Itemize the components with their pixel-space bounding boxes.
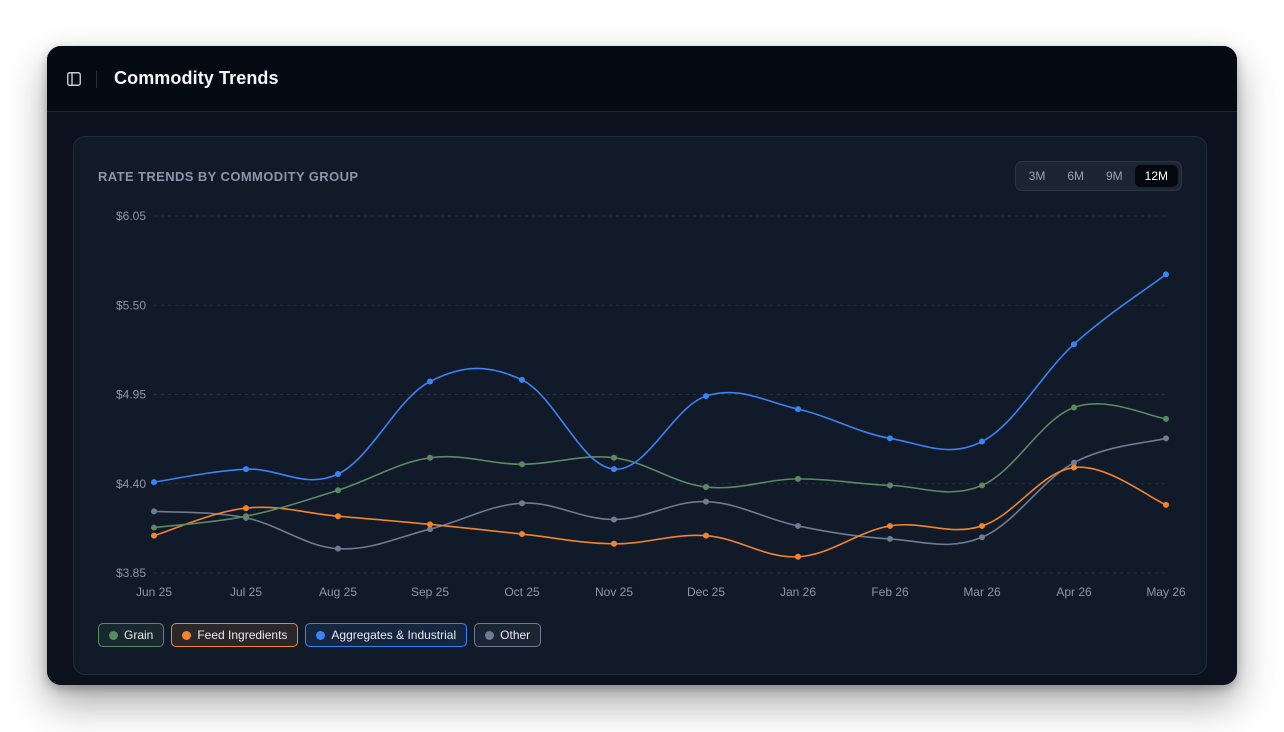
x-tick-label: Dec 25 xyxy=(687,585,725,599)
data-point-other xyxy=(335,545,341,552)
y-tick-label: $4.40 xyxy=(116,477,146,491)
legend-dot xyxy=(316,630,326,640)
x-tick-label: Jul 25 xyxy=(230,585,262,599)
data-point-feed-ingredients xyxy=(243,505,249,512)
data-point-aggregates-industrial xyxy=(151,479,157,486)
data-point-aggregates-industrial xyxy=(519,376,525,383)
data-point-feed-ingredients xyxy=(151,532,157,539)
data-point-aggregates-industrial xyxy=(1163,271,1169,278)
y-tick-label: $3.85 xyxy=(116,566,146,580)
series-line-other xyxy=(153,437,1167,550)
legend-item-grain[interactable]: Grain xyxy=(98,623,165,647)
y-tick-label: $4.95 xyxy=(116,388,146,402)
data-point-feed-ingredients xyxy=(795,553,801,560)
range-tab-12m[interactable]: 12M xyxy=(1134,165,1178,187)
data-point-other xyxy=(611,516,617,523)
data-point-aggregates-industrial xyxy=(703,393,709,400)
line-chart: $3.85 $4.40 $4.95 $5.50 $6.05 Jun 25 Jul 25 Aug… xyxy=(116,209,1186,599)
legend-item-aggregates-industrial[interactable]: Aggregates & Industrial xyxy=(305,623,468,647)
chart-title: RATE TRENDS BY COMMODITY GROUP xyxy=(98,169,359,184)
data-point-aggregates-industrial xyxy=(243,466,249,473)
main-content: RATE TRENDS BY COMMODITY GROUP 3M 6M 9M … xyxy=(47,112,1237,685)
data-point-aggregates-industrial xyxy=(335,471,341,478)
data-point-other xyxy=(427,526,433,533)
x-tick-label: Mar 26 xyxy=(963,585,1001,599)
series-line-grain xyxy=(153,403,1167,529)
data-point-grain xyxy=(611,454,617,461)
legend-dot xyxy=(485,630,495,640)
legend-label: Feed Ingredients xyxy=(197,628,288,642)
data-point-aggregates-industrial xyxy=(427,378,433,385)
data-point-other xyxy=(795,522,801,529)
data-point-grain xyxy=(1071,404,1077,411)
legend-dot xyxy=(182,630,192,640)
y-tick-label: $6.05 xyxy=(116,209,146,223)
data-point-grain xyxy=(887,482,893,489)
data-point-grain xyxy=(151,524,157,531)
data-point-aggregates-industrial xyxy=(795,406,801,413)
data-point-aggregates-industrial xyxy=(611,466,617,473)
range-tab-9m[interactable]: 9M xyxy=(1105,169,1123,183)
chart-card: RATE TRENDS BY COMMODITY GROUP 3M 6M 9M … xyxy=(73,136,1207,675)
legend-dot xyxy=(109,630,118,640)
time-range-tabs: 3M 6M 9M 12M xyxy=(1014,161,1182,191)
x-tick-label: Aug 25 xyxy=(319,585,357,599)
data-point-grain xyxy=(243,513,249,520)
title-bar: Commodity Trends xyxy=(47,46,1237,112)
legend-label: Other xyxy=(500,628,531,642)
x-tick-label: Apr 26 xyxy=(1056,585,1092,599)
series-line-feed-ingredients xyxy=(153,466,1167,558)
legend-label: Aggregates & Industrial xyxy=(331,628,457,642)
data-point-grain xyxy=(335,487,341,494)
data-point-feed-ingredients xyxy=(979,522,985,529)
title-divider xyxy=(96,71,97,88)
data-point-other xyxy=(887,535,893,542)
x-tick-label: Jun 25 xyxy=(136,585,172,599)
data-point-grain xyxy=(795,475,801,482)
range-tab-3m[interactable]: 3M xyxy=(1028,169,1046,183)
legend-item-feed-ingredients[interactable]: Feed Ingredients xyxy=(171,623,299,647)
y-tick-label: $5.50 xyxy=(116,298,146,312)
data-point-feed-ingredients xyxy=(519,531,525,538)
x-tick-label: Jan 26 xyxy=(780,585,816,599)
data-point-other xyxy=(151,508,157,515)
data-point-grain xyxy=(519,461,525,468)
app-window: Commodity Trends RATE TRENDS BY COMMODIT… xyxy=(47,46,1237,685)
legend-item-other[interactable]: Other xyxy=(474,623,542,647)
data-point-feed-ingredients xyxy=(611,540,617,547)
x-tick-label: Sep 25 xyxy=(411,585,449,599)
data-point-feed-ingredients xyxy=(887,522,893,529)
legend-label: Grain xyxy=(124,628,154,642)
data-point-aggregates-industrial xyxy=(1071,341,1077,348)
sidebar-panel-icon[interactable] xyxy=(67,72,81,86)
data-point-other xyxy=(979,534,985,541)
data-point-aggregates-industrial xyxy=(979,438,985,445)
data-point-feed-ingredients xyxy=(703,532,709,539)
data-point-aggregates-industrial xyxy=(887,435,893,442)
range-tab-6m[interactable]: 6M xyxy=(1067,169,1084,183)
data-point-grain xyxy=(427,454,433,461)
x-tick-label: Oct 25 xyxy=(504,585,540,599)
data-point-other xyxy=(703,498,709,505)
data-point-feed-ingredients xyxy=(427,521,433,528)
page-title: Commodity Trends xyxy=(114,68,279,88)
x-tick-label: Feb 26 xyxy=(871,585,909,599)
data-point-other xyxy=(1071,459,1077,466)
data-point-feed-ingredients xyxy=(335,513,341,520)
data-point-other xyxy=(1163,435,1169,442)
data-point-grain xyxy=(979,482,985,489)
data-point-grain xyxy=(703,483,709,490)
x-tick-label: May 26 xyxy=(1146,585,1186,599)
data-point-other xyxy=(519,500,525,507)
chart-legend: Grain Feed Ingredients Aggregates & Indu… xyxy=(98,623,542,647)
data-point-grain xyxy=(1163,415,1169,422)
data-point-feed-ingredients xyxy=(1163,501,1169,508)
x-tick-label: Nov 25 xyxy=(595,585,633,599)
data-point-feed-ingredients xyxy=(1071,464,1077,471)
